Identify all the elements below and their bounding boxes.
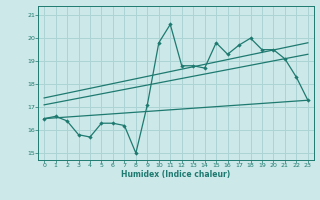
X-axis label: Humidex (Indice chaleur): Humidex (Indice chaleur) <box>121 170 231 179</box>
